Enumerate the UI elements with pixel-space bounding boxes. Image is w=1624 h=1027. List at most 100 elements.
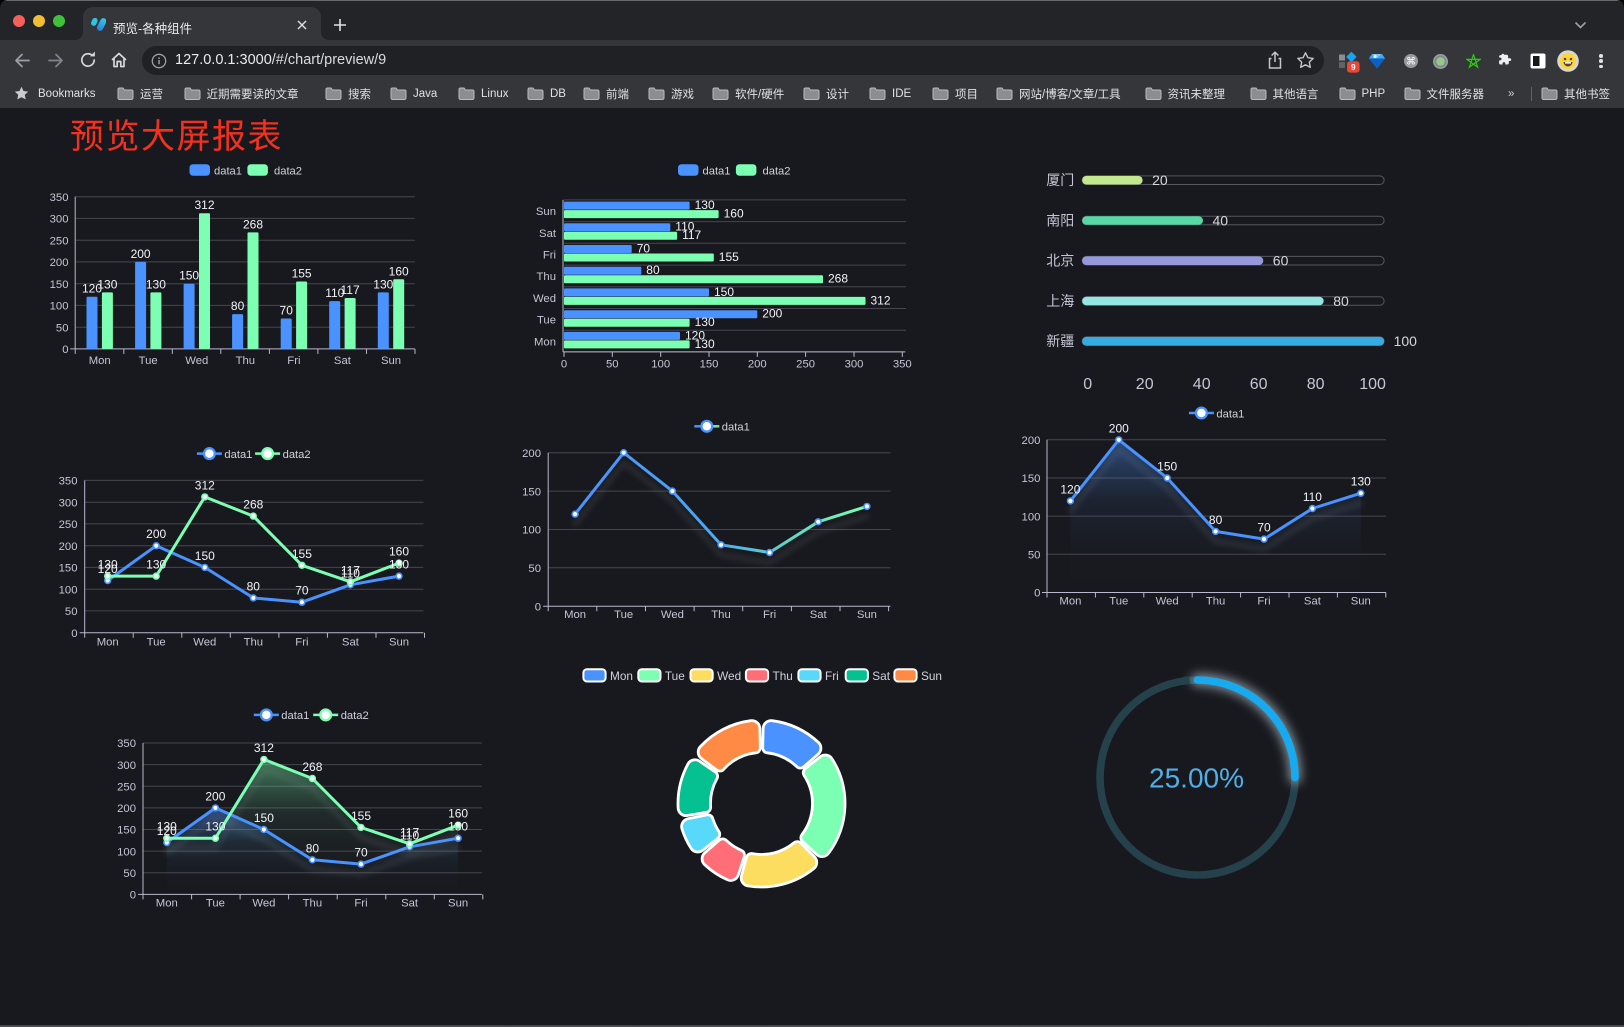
svg-text:南阳: 南阳 — [1046, 213, 1074, 229]
svg-text:200: 200 — [205, 789, 225, 803]
svg-text:130: 130 — [695, 315, 715, 329]
svg-text:150: 150 — [59, 563, 78, 575]
svg-text:200: 200 — [146, 527, 166, 541]
svg-text:150: 150 — [117, 825, 136, 837]
svg-text:160: 160 — [448, 807, 468, 821]
svg-text:上海: 上海 — [1046, 293, 1074, 309]
svg-text:0: 0 — [1083, 376, 1092, 393]
svg-text:0: 0 — [1034, 588, 1040, 600]
svg-text:250: 250 — [50, 235, 69, 247]
svg-text:117: 117 — [341, 563, 360, 577]
svg-text:50: 50 — [65, 606, 78, 618]
svg-text:70: 70 — [637, 241, 651, 255]
svg-text:200: 200 — [748, 359, 767, 371]
svg-text:data2: data2 — [341, 710, 369, 722]
svg-text:Wed: Wed — [185, 355, 208, 367]
svg-text:20: 20 — [1136, 376, 1154, 393]
svg-text:Sun: Sun — [536, 206, 556, 218]
svg-text:50: 50 — [528, 563, 541, 575]
svg-text:Tue: Tue — [1109, 595, 1128, 607]
svg-text:155: 155 — [719, 250, 739, 264]
svg-text:Sat: Sat — [539, 228, 557, 240]
svg-text:北京: 北京 — [1046, 253, 1074, 269]
svg-text:70: 70 — [295, 584, 309, 598]
svg-text:0: 0 — [62, 344, 68, 356]
svg-text:250: 250 — [117, 782, 136, 794]
svg-text:Thu: Thu — [711, 609, 730, 621]
svg-text:130: 130 — [695, 198, 715, 212]
svg-text:Sat: Sat — [401, 898, 419, 910]
svg-text:100: 100 — [59, 584, 78, 596]
svg-text:Sun: Sun — [857, 609, 877, 621]
svg-text:350: 350 — [50, 192, 69, 204]
svg-text:70: 70 — [354, 846, 368, 860]
svg-text:130: 130 — [1351, 475, 1371, 489]
svg-text:250: 250 — [796, 359, 815, 371]
svg-text:268: 268 — [243, 498, 263, 512]
svg-text:Fri: Fri — [825, 669, 839, 683]
svg-text:80: 80 — [646, 263, 660, 277]
svg-text:160: 160 — [389, 264, 409, 278]
svg-text:Mon: Mon — [156, 898, 178, 910]
svg-text:268: 268 — [243, 217, 263, 231]
svg-text:120: 120 — [685, 328, 705, 342]
svg-text:data1: data1 — [722, 422, 750, 434]
svg-text:Fri: Fri — [543, 250, 556, 262]
svg-text:80: 80 — [1209, 513, 1223, 527]
svg-text:Tue: Tue — [537, 315, 556, 327]
svg-text:150: 150 — [254, 811, 274, 825]
svg-text:150: 150 — [179, 269, 199, 283]
svg-text:160: 160 — [389, 545, 409, 559]
svg-text:60: 60 — [1250, 376, 1268, 393]
svg-text:130: 130 — [695, 337, 715, 351]
svg-text:350: 350 — [117, 738, 136, 750]
svg-text:0: 0 — [561, 359, 567, 371]
svg-text:Mon: Mon — [89, 355, 111, 367]
svg-text:Sat: Sat — [810, 609, 828, 621]
svg-text:data2: data2 — [283, 449, 311, 461]
svg-text:80: 80 — [1307, 376, 1325, 393]
svg-text:120: 120 — [82, 282, 102, 296]
svg-text:Tue: Tue — [147, 636, 166, 648]
svg-text:Wed: Wed — [1156, 595, 1179, 607]
svg-text:60: 60 — [1273, 253, 1289, 269]
svg-text:130: 130 — [97, 277, 117, 291]
svg-text:9: 9 — [1351, 62, 1356, 72]
svg-text:150: 150 — [50, 279, 69, 291]
svg-text:200: 200 — [50, 257, 69, 269]
svg-text:130: 130 — [205, 820, 225, 834]
svg-text:300: 300 — [50, 214, 69, 226]
svg-text:300: 300 — [845, 359, 864, 371]
svg-text:120: 120 — [98, 562, 118, 576]
svg-text:110: 110 — [400, 828, 419, 842]
svg-text:50: 50 — [606, 359, 619, 371]
svg-text:130: 130 — [448, 820, 468, 834]
svg-text:110: 110 — [1303, 490, 1322, 504]
svg-text:100: 100 — [522, 525, 541, 537]
svg-text:Wed: Wed — [193, 636, 216, 648]
svg-text:100: 100 — [1022, 511, 1041, 523]
svg-text:200: 200 — [762, 307, 782, 321]
svg-text:Thu: Thu — [236, 355, 255, 367]
svg-text:Mon: Mon — [564, 609, 586, 621]
svg-text:50: 50 — [123, 868, 136, 880]
svg-text:0: 0 — [71, 628, 77, 640]
svg-text:Wed: Wed — [533, 293, 556, 305]
svg-text:40: 40 — [1213, 213, 1229, 229]
svg-text:117: 117 — [682, 228, 701, 242]
svg-text:Sun: Sun — [389, 636, 409, 648]
svg-text:data1: data1 — [1216, 408, 1244, 420]
svg-text:150: 150 — [700, 359, 719, 371]
svg-text:130: 130 — [373, 277, 393, 291]
svg-text:150: 150 — [1022, 473, 1041, 485]
svg-text:312: 312 — [871, 293, 891, 307]
svg-text:Fri: Fri — [1257, 595, 1270, 607]
svg-text:Sun: Sun — [921, 669, 942, 683]
svg-text:data1: data1 — [703, 165, 731, 177]
svg-text:155: 155 — [292, 267, 312, 281]
svg-text:Thu: Thu — [303, 898, 322, 910]
svg-text:25.00%: 25.00% — [1149, 763, 1244, 794]
svg-text:0: 0 — [130, 890, 136, 902]
svg-text:Thu: Thu — [244, 636, 263, 648]
svg-text:120: 120 — [1060, 482, 1080, 496]
